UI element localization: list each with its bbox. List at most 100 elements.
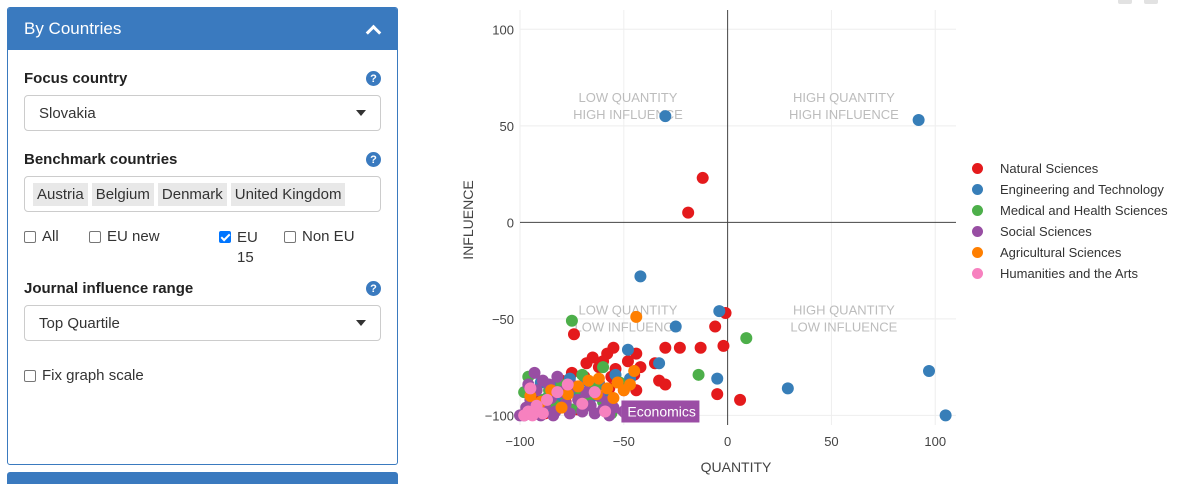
data-point bbox=[580, 357, 593, 370]
legend-item[interactable]: Medical and Health Sciences bbox=[972, 200, 1168, 221]
data-point bbox=[709, 320, 722, 333]
benchmark-countries-input[interactable]: Austria Belgium Denmark United Kingdom bbox=[24, 176, 381, 212]
legend-label: Social Sciences bbox=[1000, 224, 1092, 239]
benchmark-countries-label: Benchmark countries ? bbox=[24, 151, 381, 168]
quadrant-labels: LOW QUANTITY HIGH INFLUENCE HIGH QUANTITY H… bbox=[573, 90, 899, 334]
tooltip-pointer bbox=[615, 405, 622, 418]
y-tick-label: 50 bbox=[500, 119, 514, 134]
tick-labels: −100 −50 0 50 100 −100 −50 0 50 100 bbox=[485, 22, 946, 449]
legend-item[interactable]: Social Sciences bbox=[972, 221, 1168, 242]
data-point bbox=[592, 372, 605, 385]
focus-country-label: Focus country ? bbox=[24, 70, 381, 87]
data-point bbox=[611, 376, 624, 389]
data-point bbox=[576, 397, 589, 410]
checkbox-box[interactable] bbox=[89, 231, 101, 243]
focus-country-select[interactable]: Slovakia bbox=[24, 95, 381, 131]
data-point bbox=[582, 374, 595, 387]
checkbox-label: Non EU bbox=[302, 228, 355, 245]
legend-item[interactable]: Natural Sciences bbox=[972, 158, 1168, 179]
data-point bbox=[597, 361, 610, 374]
checkbox-eu-new[interactable]: EU new bbox=[89, 228, 219, 268]
country-tag[interactable]: United Kingdom bbox=[230, 182, 346, 206]
checkbox-box[interactable] bbox=[219, 231, 231, 243]
y-tick-label: 100 bbox=[492, 22, 514, 37]
data-point bbox=[528, 366, 541, 379]
help-icon[interactable]: ? bbox=[366, 152, 381, 167]
x-tick-label: −100 bbox=[505, 434, 534, 449]
checkbox-all[interactable]: All bbox=[24, 228, 89, 268]
data-point bbox=[630, 310, 643, 323]
panel-header[interactable]: By Countries bbox=[8, 8, 397, 50]
data-point bbox=[717, 339, 730, 352]
caret-down-icon bbox=[356, 110, 366, 116]
data-point bbox=[561, 388, 574, 401]
legend-label: Humanities and the Arts bbox=[1000, 266, 1139, 281]
toolbar-button[interactable] bbox=[1118, 0, 1132, 4]
legend-label: Medical and Health Sciences bbox=[1000, 203, 1168, 218]
caret-down-icon bbox=[356, 320, 366, 326]
data-point bbox=[524, 382, 537, 395]
country-tag[interactable]: Austria bbox=[33, 182, 88, 206]
country-tag[interactable]: Belgium bbox=[91, 182, 154, 206]
data-point bbox=[547, 409, 560, 422]
axis-lines bbox=[520, 10, 956, 425]
legend-item[interactable]: Agricultural Sciences bbox=[972, 242, 1168, 263]
data-point bbox=[526, 409, 539, 422]
data-point bbox=[682, 206, 695, 219]
checkbox-non-eu[interactable]: Non EU bbox=[284, 228, 355, 268]
toolbar-button[interactable] bbox=[1144, 0, 1158, 4]
legend-dot bbox=[972, 163, 983, 174]
x-tick-label: 100 bbox=[924, 434, 946, 449]
checkbox-eu-15[interactable]: EU 15 bbox=[219, 228, 284, 268]
fix-scale-row: Fix graph scale bbox=[24, 367, 381, 384]
checkbox-label: Fix graph scale bbox=[42, 367, 144, 384]
data-point bbox=[781, 382, 794, 395]
data-point bbox=[536, 374, 549, 387]
x-axis-label: QUANTITY bbox=[701, 459, 772, 475]
checkbox-label: EU new bbox=[107, 228, 160, 245]
legend-item[interactable]: Engineering and Technology bbox=[972, 179, 1168, 200]
x-tick-label: −50 bbox=[613, 434, 635, 449]
legend-dot bbox=[972, 184, 983, 195]
data-point bbox=[634, 270, 647, 283]
checkbox-box[interactable] bbox=[24, 370, 36, 382]
journal-influence-label-text: Journal influence range bbox=[24, 280, 194, 297]
legend-dot bbox=[972, 226, 983, 237]
quadrant-label: LOW INFLUENCE bbox=[790, 319, 897, 334]
data-point bbox=[696, 171, 709, 184]
y-tick-label: −50 bbox=[492, 312, 514, 327]
legend-dot bbox=[972, 268, 983, 279]
journal-influence-label: Journal influence range ? bbox=[24, 280, 381, 297]
journal-influence-value: Top Quartile bbox=[39, 314, 120, 332]
focus-country-label-text: Focus country bbox=[24, 70, 128, 87]
filter-panel: By Countries Focus country ? Slovakia Be… bbox=[7, 7, 398, 465]
y-tick-label: 0 bbox=[507, 215, 514, 230]
x-tick-label: 50 bbox=[824, 434, 838, 449]
help-icon[interactable]: ? bbox=[366, 281, 381, 296]
data-point bbox=[713, 305, 726, 318]
checkbox-label: EU 15 bbox=[237, 229, 258, 266]
data-point bbox=[912, 114, 925, 127]
data-point bbox=[711, 372, 724, 385]
legend-item[interactable]: Humanities and the Arts bbox=[972, 263, 1168, 284]
data-point bbox=[561, 378, 574, 391]
quadrant-label: LOW INFLUENCE bbox=[575, 319, 682, 334]
journal-influence-select[interactable]: Top Quartile bbox=[24, 305, 381, 341]
data-point bbox=[601, 382, 614, 395]
country-tag[interactable]: Denmark bbox=[157, 182, 227, 206]
data-point bbox=[734, 393, 747, 406]
checkbox-box[interactable] bbox=[24, 231, 36, 243]
checkbox-fix-graph-scale[interactable]: Fix graph scale bbox=[24, 367, 144, 384]
data-point bbox=[621, 355, 634, 368]
legend-label: Engineering and Technology bbox=[1000, 182, 1164, 197]
y-tick-label: −100 bbox=[485, 408, 514, 423]
data-point bbox=[694, 341, 707, 354]
checkbox-box[interactable] bbox=[284, 231, 296, 243]
data-point bbox=[659, 110, 672, 123]
quadrant-label: LOW QUANTITY bbox=[578, 302, 677, 317]
data-point bbox=[923, 364, 936, 377]
data-point bbox=[540, 393, 553, 406]
help-icon[interactable]: ? bbox=[366, 71, 381, 86]
data-point bbox=[599, 405, 612, 418]
